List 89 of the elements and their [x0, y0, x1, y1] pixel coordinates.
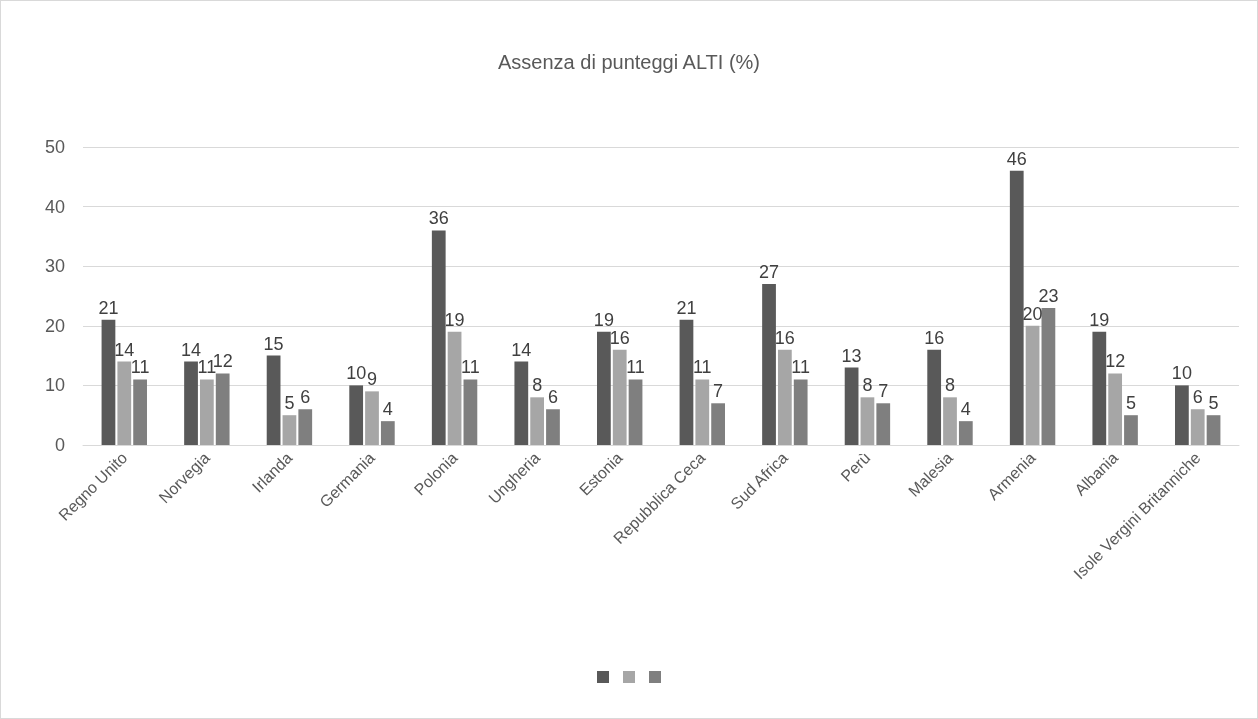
bar [447, 331, 462, 445]
bar [762, 284, 776, 445]
data-label: 19 [1089, 309, 1110, 330]
bar [215, 373, 230, 445]
bar [711, 403, 725, 445]
data-label: 11 [692, 357, 712, 378]
data-label: 46 [1006, 148, 1027, 169]
bar [1124, 415, 1138, 445]
y-tick-label: 10 [44, 375, 65, 396]
y-tick-label: 40 [44, 196, 65, 217]
data-label: 7 [878, 381, 889, 402]
y-tick-label: 50 [44, 137, 65, 157]
data-label: 9 [366, 369, 378, 390]
bar [349, 385, 364, 445]
bar [1025, 325, 1040, 445]
data-label: 16 [924, 327, 945, 348]
data-label: 19 [593, 309, 614, 330]
bar [844, 367, 859, 445]
data-label: 5 [1208, 393, 1219, 414]
bar [380, 421, 395, 445]
data-label: 13 [841, 345, 862, 366]
bar [695, 379, 710, 445]
y-tick-label: 0 [54, 435, 65, 455]
data-label: 11 [130, 357, 150, 378]
bar [1009, 170, 1024, 445]
data-label: 8 [532, 375, 543, 396]
bar [943, 397, 957, 445]
bar [1175, 385, 1189, 445]
bar [597, 331, 611, 445]
bar [1190, 409, 1205, 445]
bar [199, 379, 214, 445]
bar [117, 361, 132, 445]
data-label: 11 [791, 357, 811, 378]
data-label: 23 [1038, 285, 1059, 306]
bar [1092, 331, 1107, 445]
data-label: 15 [263, 333, 284, 354]
data-label: 21 [98, 297, 119, 318]
data-label: 10 [1171, 363, 1192, 384]
bar [133, 379, 147, 445]
bar [101, 319, 116, 445]
data-label: 36 [428, 208, 449, 229]
bar [298, 409, 313, 445]
data-label: 4 [382, 399, 393, 420]
bar [266, 355, 281, 445]
data-label: 14 [181, 339, 202, 360]
data-label: 16 [774, 327, 795, 348]
data-label: 7 [713, 381, 724, 402]
data-label: 6 [300, 387, 311, 408]
bar [365, 391, 379, 445]
bar [1108, 373, 1123, 445]
bar [282, 415, 297, 445]
bar [184, 361, 198, 445]
data-label: 12 [1105, 351, 1126, 372]
bar [860, 397, 875, 445]
data-label: 4 [960, 399, 971, 420]
bar [546, 409, 560, 445]
data-label: 6 [1192, 387, 1203, 408]
bar [514, 361, 529, 445]
bar [1206, 415, 1221, 445]
data-label: 16 [609, 327, 630, 348]
data-label: 8 [862, 375, 873, 396]
data-label: 14 [511, 339, 532, 360]
data-label: 11 [626, 357, 645, 378]
data-label: 5 [1125, 393, 1136, 414]
y-tick-label: 20 [44, 315, 65, 336]
data-label: 20 [1022, 303, 1043, 324]
data-label: 14 [114, 339, 135, 360]
bar [777, 349, 792, 445]
bar [927, 349, 942, 445]
data-label: 11 [461, 357, 480, 378]
bar [530, 397, 545, 445]
bar [612, 349, 627, 445]
data-label: 19 [444, 309, 465, 330]
bar [679, 319, 694, 445]
bar [876, 403, 891, 445]
bar [958, 421, 973, 445]
bar [628, 379, 643, 445]
bar [793, 379, 808, 445]
data-label: 21 [676, 297, 697, 318]
data-label: 27 [759, 262, 780, 283]
data-label: 8 [944, 375, 956, 396]
y-tick-label: 30 [44, 256, 65, 277]
bar [1041, 307, 1056, 445]
bar [431, 230, 446, 445]
data-label: 10 [346, 363, 367, 384]
data-label: 5 [284, 393, 295, 414]
chart-title: Assenza di punteggi ALTI (%) [498, 51, 760, 73]
bar [463, 379, 478, 445]
data-label: 6 [547, 387, 558, 408]
